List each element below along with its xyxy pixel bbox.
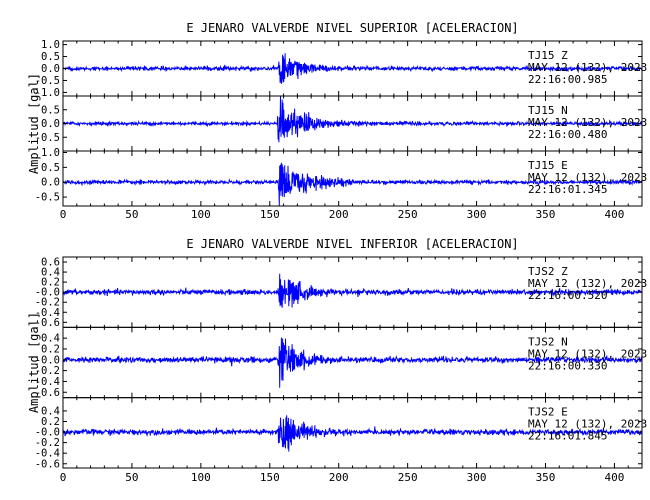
date-label: MAY 12 (132), 2023: [528, 61, 647, 74]
y-tick-label: 0.0: [41, 177, 60, 189]
x-tick-label: 350: [536, 208, 556, 221]
x-tick-label: 400: [604, 471, 624, 484]
y-tick-label: -0.5: [35, 132, 60, 144]
x-tick-label: 150: [260, 208, 280, 221]
x-tick-label: 300: [467, 471, 487, 484]
time-label: 22:16:01.345: [528, 183, 607, 196]
date-label: MAY 12 (132), 2023: [528, 418, 647, 431]
y-tick-label: 0.2: [41, 416, 60, 428]
y-tick-label: 1.0: [41, 39, 60, 51]
x-tick-label: 50: [125, 471, 138, 484]
x-tick-label: 100: [191, 471, 211, 484]
y-tick-label: -0.6: [35, 387, 60, 399]
station-label: TJ15 Z: [528, 49, 568, 62]
x-tick-label: 0: [60, 208, 67, 221]
y-tick-label: -0.0: [35, 354, 60, 366]
x-tick-label: 0: [60, 471, 67, 484]
x-tick-label: 50: [125, 208, 138, 221]
y-tick-label: 0.4: [41, 333, 60, 345]
x-tick-label: 400: [604, 208, 624, 221]
station-label: TJS2 E: [528, 406, 568, 419]
time-label: 22:16:00.520: [528, 289, 607, 302]
station-label: TJ15 N: [528, 104, 568, 117]
station-label: TJS2 Z: [528, 265, 568, 278]
y-tick-label: -0.4: [35, 307, 60, 319]
y-tick-label: 0.5: [41, 104, 60, 116]
y-tick-label: 0.0: [41, 63, 60, 75]
time-label: 22:16:00.480: [528, 128, 607, 141]
date-label: MAY 12 (132), 2023: [528, 171, 647, 184]
station-label: TJS2 N: [528, 335, 568, 348]
chart-title: E JENARO VALVERDE NIVEL SUPERIOR [ACELER…: [186, 21, 518, 35]
x-tick-label: 250: [398, 208, 418, 221]
y-tick-label: -0.5: [35, 75, 60, 87]
waveform-line: [62, 273, 643, 308]
date-label: MAY 12 (132), 2023: [528, 116, 647, 129]
y-tick-label: 0.2: [41, 277, 60, 289]
time-label: 22:16:01.845: [528, 430, 607, 443]
y-tick-label: -0.2: [35, 365, 60, 377]
waveform-line: [62, 415, 643, 452]
chart-title: E JENARO VALVERDE NIVEL INFERIOR [ACELER…: [186, 237, 518, 251]
y-tick-label: -0.2: [35, 437, 60, 449]
station-label: TJ15 E: [528, 159, 568, 172]
waveform-line: [62, 337, 643, 388]
date-label: MAY 12 (132), 2023: [528, 347, 647, 360]
y-tick-label: -0.0: [35, 427, 60, 439]
y-tick-label: 1.0: [41, 147, 60, 159]
x-tick-label: 300: [467, 208, 487, 221]
y-tick-label: -0.6: [35, 317, 60, 329]
y-axis-label: Amplitud [gal]: [27, 312, 41, 413]
time-label: 22:16:00.985: [528, 73, 607, 86]
y-tick-label: -0.4: [35, 448, 60, 460]
y-tick-label: 0.5: [41, 51, 60, 63]
y-tick-label: 0.2: [41, 343, 60, 355]
x-tick-label: 200: [329, 208, 349, 221]
y-tick-label: -1.0: [35, 87, 60, 99]
x-tick-label: 100: [191, 208, 211, 221]
y-tick-label: -0.2: [35, 297, 60, 309]
x-tick-label: 350: [536, 471, 556, 484]
y-axis-label: Amplitud [gal]: [27, 73, 41, 174]
y-tick-label: -0.0: [35, 287, 60, 299]
x-tick-label: 200: [329, 471, 349, 484]
y-tick-label: 0.4: [41, 405, 60, 417]
y-tick-label: -0.6: [35, 458, 60, 470]
time-label: 22:16:00.330: [528, 359, 607, 372]
y-tick-label: 0.5: [41, 162, 60, 174]
waveform-line: [62, 53, 643, 84]
waveform-line: [62, 95, 643, 143]
x-tick-label: 150: [260, 471, 280, 484]
y-tick-label: 0.4: [41, 267, 60, 279]
y-tick-label: 0.0: [41, 118, 60, 130]
chart-panel-2: E JENARO VALVERDE NIVEL INFERIOR [ACELER…: [27, 237, 647, 484]
waveform-line: [62, 162, 643, 206]
y-tick-label: 0.6: [41, 257, 60, 269]
y-tick-label: -0.4: [35, 376, 60, 388]
chart-panel-1: E JENARO VALVERDE NIVEL SUPERIOR [ACELER…: [27, 21, 647, 221]
y-tick-label: -0.5: [35, 192, 60, 204]
x-tick-label: 250: [398, 471, 418, 484]
date-label: MAY 12 (132), 2023: [528, 277, 647, 290]
